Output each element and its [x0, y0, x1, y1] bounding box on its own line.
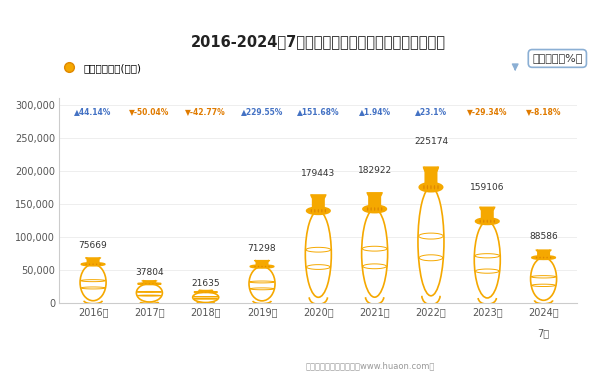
Ellipse shape [93, 264, 94, 265]
Ellipse shape [381, 207, 382, 211]
Ellipse shape [418, 187, 444, 296]
Ellipse shape [550, 257, 551, 258]
Text: ▼-29.34%: ▼-29.34% [467, 107, 507, 116]
Text: ▲44.14%: ▲44.14% [75, 107, 112, 116]
Text: ▼-8.18%: ▼-8.18% [526, 107, 561, 116]
Ellipse shape [318, 209, 319, 212]
Ellipse shape [536, 257, 537, 258]
Ellipse shape [268, 266, 270, 267]
Text: ▲229.55%: ▲229.55% [241, 107, 283, 116]
Ellipse shape [250, 265, 274, 268]
Legend: 期货成交金额(亿元): 期货成交金额(亿元) [54, 59, 146, 77]
Ellipse shape [261, 266, 263, 267]
FancyBboxPatch shape [481, 206, 494, 220]
Ellipse shape [474, 221, 500, 298]
Ellipse shape [145, 283, 147, 284]
Ellipse shape [419, 183, 442, 192]
Text: 制图：华经产业研究院（www.huaon.com）: 制图：华经产业研究院（www.huaon.com） [306, 361, 435, 370]
Ellipse shape [367, 207, 368, 211]
Ellipse shape [494, 220, 495, 223]
Ellipse shape [307, 207, 330, 214]
FancyBboxPatch shape [537, 249, 550, 257]
Ellipse shape [156, 283, 157, 284]
Ellipse shape [434, 185, 435, 190]
Text: 182922: 182922 [358, 166, 392, 175]
Ellipse shape [310, 209, 312, 212]
Text: ▼-50.04%: ▼-50.04% [129, 107, 170, 116]
Text: 71298: 71298 [248, 244, 276, 253]
Ellipse shape [81, 263, 105, 266]
Ellipse shape [362, 209, 387, 297]
Text: 同比增速（%）: 同比增速（%） [532, 53, 583, 64]
Ellipse shape [476, 218, 499, 224]
Ellipse shape [370, 207, 372, 211]
Ellipse shape [152, 283, 153, 284]
FancyBboxPatch shape [256, 260, 269, 266]
Ellipse shape [80, 264, 106, 301]
Text: 225174: 225174 [414, 137, 448, 145]
Ellipse shape [141, 283, 143, 284]
Text: ▲1.94%: ▲1.94% [359, 107, 390, 116]
Ellipse shape [479, 220, 481, 223]
Ellipse shape [249, 267, 275, 301]
Ellipse shape [254, 266, 256, 267]
Ellipse shape [532, 256, 555, 259]
Title: 2016-2024年7月大连商品交易所棕榈油期货成交金额: 2016-2024年7月大连商品交易所棕榈油期货成交金额 [191, 34, 446, 49]
Ellipse shape [85, 264, 87, 265]
Text: ▼-42.77%: ▼-42.77% [185, 107, 226, 116]
Ellipse shape [430, 185, 432, 190]
Text: 179443: 179443 [301, 169, 336, 178]
Text: 88586: 88586 [529, 232, 558, 241]
Ellipse shape [531, 258, 556, 300]
FancyBboxPatch shape [143, 280, 156, 283]
Ellipse shape [483, 220, 484, 223]
Ellipse shape [193, 292, 219, 303]
Text: 37804: 37804 [135, 268, 164, 277]
FancyBboxPatch shape [199, 290, 212, 292]
Ellipse shape [305, 211, 331, 297]
Ellipse shape [321, 209, 322, 212]
Ellipse shape [377, 207, 379, 211]
Ellipse shape [487, 220, 488, 223]
Text: 75669: 75669 [79, 241, 107, 250]
Ellipse shape [265, 266, 266, 267]
Text: ▲151.68%: ▲151.68% [297, 107, 340, 116]
Text: 159106: 159106 [470, 183, 504, 192]
FancyBboxPatch shape [312, 194, 325, 209]
Ellipse shape [543, 257, 544, 258]
Text: 7月: 7月 [537, 328, 550, 338]
FancyBboxPatch shape [368, 192, 381, 207]
FancyBboxPatch shape [87, 257, 100, 263]
Ellipse shape [96, 264, 97, 265]
Ellipse shape [423, 185, 424, 190]
Ellipse shape [314, 209, 316, 212]
Ellipse shape [258, 266, 259, 267]
Ellipse shape [374, 207, 376, 211]
Ellipse shape [136, 284, 162, 302]
Ellipse shape [149, 283, 150, 284]
Ellipse shape [363, 205, 386, 212]
Text: 21635: 21635 [192, 279, 220, 288]
Ellipse shape [89, 264, 90, 265]
Ellipse shape [437, 185, 439, 190]
Ellipse shape [100, 264, 101, 265]
Ellipse shape [539, 257, 541, 258]
Ellipse shape [138, 283, 161, 285]
Text: ▲23.1%: ▲23.1% [415, 107, 447, 116]
Ellipse shape [546, 257, 548, 258]
Ellipse shape [427, 185, 428, 190]
Ellipse shape [490, 220, 491, 223]
Ellipse shape [325, 209, 326, 212]
FancyBboxPatch shape [424, 166, 438, 184]
